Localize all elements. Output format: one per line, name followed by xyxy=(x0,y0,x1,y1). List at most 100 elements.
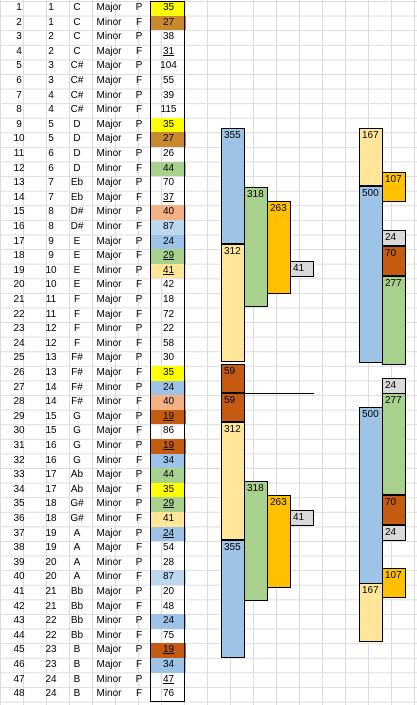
quality-cell[interactable]: Major xyxy=(96,75,122,86)
value-cell[interactable]: 31 xyxy=(162,45,175,57)
value-cell[interactable]: 24 xyxy=(151,526,186,542)
table-row[interactable]: 45 23 B Major P 19 xyxy=(0,643,187,658)
key-number-cell[interactable]: 8 xyxy=(48,206,54,218)
quality-cell[interactable]: Major xyxy=(96,659,122,670)
type-cell[interactable]: F xyxy=(135,221,143,232)
note-name-cell[interactable]: D xyxy=(73,133,81,145)
value-cell[interactable]: 35 xyxy=(151,117,186,133)
quality-cell[interactable]: Minor xyxy=(96,31,122,43)
row-number-cell[interactable]: 19 xyxy=(13,264,25,276)
quality-cell[interactable]: Major xyxy=(96,294,122,305)
type-cell[interactable]: P xyxy=(135,527,143,539)
key-number-cell[interactable]: 2 xyxy=(48,45,54,57)
quality-cell[interactable]: Minor xyxy=(96,556,122,568)
type-cell[interactable]: P xyxy=(135,235,143,247)
key-number-cell[interactable]: 23 xyxy=(45,644,57,656)
table-row[interactable]: 15 8 D# Minor P 40 xyxy=(0,205,187,220)
note-name-cell[interactable]: F# xyxy=(71,396,83,408)
row-number-cell[interactable]: 16 xyxy=(13,221,25,232)
row-number-cell[interactable]: 32 xyxy=(13,454,25,466)
table-row[interactable]: 13 7 Eb Major P 70 xyxy=(0,176,187,191)
table-row[interactable]: 16 8 D# Minor F 87 xyxy=(0,220,187,235)
note-name-cell[interactable]: Bb xyxy=(70,629,84,641)
quality-cell[interactable]: Major xyxy=(96,308,122,320)
row-number-cell[interactable]: 28 xyxy=(13,396,25,408)
type-cell[interactable]: F xyxy=(135,454,143,466)
note-name-cell[interactable]: B xyxy=(73,673,81,685)
quality-cell[interactable]: Major xyxy=(96,586,122,597)
type-cell[interactable]: F xyxy=(135,425,143,437)
note-name-cell[interactable]: Ab xyxy=(70,483,84,495)
value-cell[interactable]: 47 xyxy=(162,673,175,685)
quality-cell[interactable]: Minor xyxy=(96,337,122,349)
row-number-cell[interactable]: 36 xyxy=(13,513,25,524)
type-cell[interactable]: P xyxy=(135,498,143,510)
table-row[interactable]: 22 11 F Major F 72 xyxy=(0,308,187,323)
key-number-cell[interactable]: 1 xyxy=(48,2,54,13)
key-number-cell[interactable]: 22 xyxy=(45,629,57,641)
value-cell[interactable]: 34 xyxy=(151,658,186,673)
table-row[interactable]: 26 13 F# Major F 35 xyxy=(0,366,187,381)
note-name-cell[interactable]: G xyxy=(73,425,81,437)
note-name-cell[interactable]: C# xyxy=(70,89,84,101)
note-name-cell[interactable]: A xyxy=(73,556,81,568)
value-cell[interactable]: 27 xyxy=(151,132,186,147)
table-row[interactable]: 12 6 D Minor F 44 xyxy=(0,161,187,177)
key-number-cell[interactable]: 12 xyxy=(45,323,57,335)
key-number-cell[interactable]: 5 xyxy=(48,133,54,145)
row-number-cell[interactable]: 12 xyxy=(13,162,25,174)
row-number-cell[interactable]: 41 xyxy=(13,586,25,597)
type-cell[interactable]: P xyxy=(135,469,143,481)
value-cell[interactable]: 48 xyxy=(162,600,175,612)
type-cell[interactable]: F xyxy=(135,45,143,57)
quality-cell[interactable]: Minor xyxy=(96,688,122,700)
row-number-cell[interactable]: 43 xyxy=(13,615,25,627)
quality-cell[interactable]: Minor xyxy=(96,440,122,451)
quality-cell[interactable]: Minor xyxy=(96,629,122,641)
value-cell[interactable]: 20 xyxy=(162,586,175,597)
note-name-cell[interactable]: E xyxy=(73,250,81,262)
type-cell[interactable]: F xyxy=(135,133,143,145)
table-row[interactable]: 25 13 F# Major P 30 xyxy=(0,351,187,366)
table-row[interactable]: 29 15 G Major P 19 xyxy=(0,409,187,425)
note-name-cell[interactable]: Ab xyxy=(70,469,84,481)
value-cell[interactable]: 35 xyxy=(151,482,186,498)
value-cell[interactable]: 35 xyxy=(151,1,186,16)
table-row[interactable]: 36 18 G# Minor F 41 xyxy=(0,512,187,527)
key-number-cell[interactable]: 24 xyxy=(45,673,57,685)
type-cell[interactable]: P xyxy=(135,352,143,364)
type-cell[interactable]: F xyxy=(135,571,143,583)
note-name-cell[interactable]: C# xyxy=(70,60,84,72)
quality-cell[interactable]: Major xyxy=(96,483,122,495)
type-cell[interactable]: F xyxy=(135,513,143,524)
key-number-cell[interactable]: 10 xyxy=(45,279,57,291)
type-cell[interactable]: P xyxy=(135,440,143,451)
key-number-cell[interactable]: 16 xyxy=(45,440,57,451)
quality-cell[interactable]: Minor xyxy=(96,148,122,159)
key-number-cell[interactable]: 21 xyxy=(45,586,57,597)
quality-cell[interactable]: Major xyxy=(96,367,122,378)
row-number-cell[interactable]: 9 xyxy=(16,118,22,130)
row-number-cell[interactable]: 10 xyxy=(13,133,25,145)
key-number-cell[interactable]: 16 xyxy=(45,454,57,466)
table-row[interactable]: 30 15 G Major F 86 xyxy=(0,424,187,439)
quality-cell[interactable]: Minor xyxy=(96,221,122,232)
type-cell[interactable]: F xyxy=(135,75,143,86)
type-cell[interactable]: F xyxy=(135,191,143,203)
type-cell[interactable]: F xyxy=(135,308,143,320)
key-number-cell[interactable]: 22 xyxy=(45,615,57,627)
quality-cell[interactable]: Major xyxy=(96,469,122,481)
type-cell[interactable]: F xyxy=(135,629,143,641)
type-cell[interactable]: P xyxy=(135,31,143,43)
note-name-cell[interactable]: D xyxy=(73,118,81,130)
row-number-cell[interactable]: 3 xyxy=(16,31,22,43)
type-cell[interactable]: F xyxy=(135,162,143,174)
note-name-cell[interactable]: F xyxy=(73,294,81,305)
note-name-cell[interactable]: F xyxy=(73,308,81,320)
value-cell[interactable]: 24 xyxy=(151,234,186,250)
key-number-cell[interactable]: 21 xyxy=(45,600,57,612)
note-name-cell[interactable]: D# xyxy=(70,221,84,232)
row-number-cell[interactable]: 47 xyxy=(13,673,25,685)
row-number-cell[interactable]: 40 xyxy=(13,571,25,583)
key-number-cell[interactable]: 4 xyxy=(48,89,54,101)
